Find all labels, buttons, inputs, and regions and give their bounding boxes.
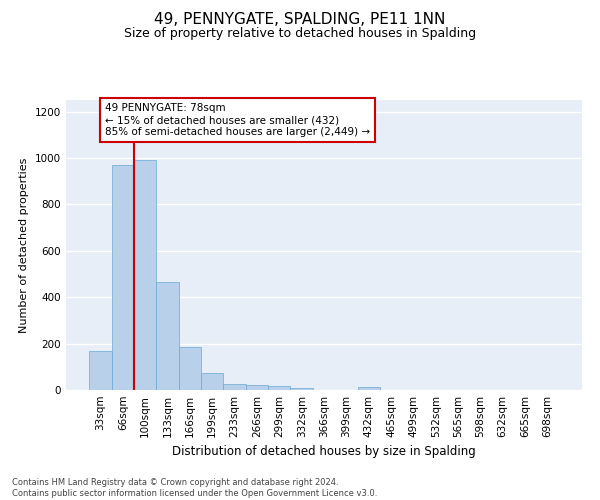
Bar [246,385,268,390]
Bar [201,372,223,390]
Bar [179,347,201,390]
Bar [223,384,246,390]
Text: Size of property relative to detached houses in Spalding: Size of property relative to detached ho… [124,28,476,40]
Bar [290,388,313,390]
Bar [268,386,290,390]
Bar [89,350,112,390]
Text: Contains HM Land Registry data © Crown copyright and database right 2024.
Contai: Contains HM Land Registry data © Crown c… [12,478,377,498]
Bar [157,282,179,390]
X-axis label: Distribution of detached houses by size in Spalding: Distribution of detached houses by size … [172,446,476,458]
Bar [112,165,134,390]
Bar [134,160,157,390]
Text: 49, PENNYGATE, SPALDING, PE11 1NN: 49, PENNYGATE, SPALDING, PE11 1NN [154,12,446,28]
Text: 49 PENNYGATE: 78sqm
← 15% of detached houses are smaller (432)
85% of semi-detac: 49 PENNYGATE: 78sqm ← 15% of detached ho… [105,104,370,136]
Y-axis label: Number of detached properties: Number of detached properties [19,158,29,332]
Bar [358,386,380,390]
